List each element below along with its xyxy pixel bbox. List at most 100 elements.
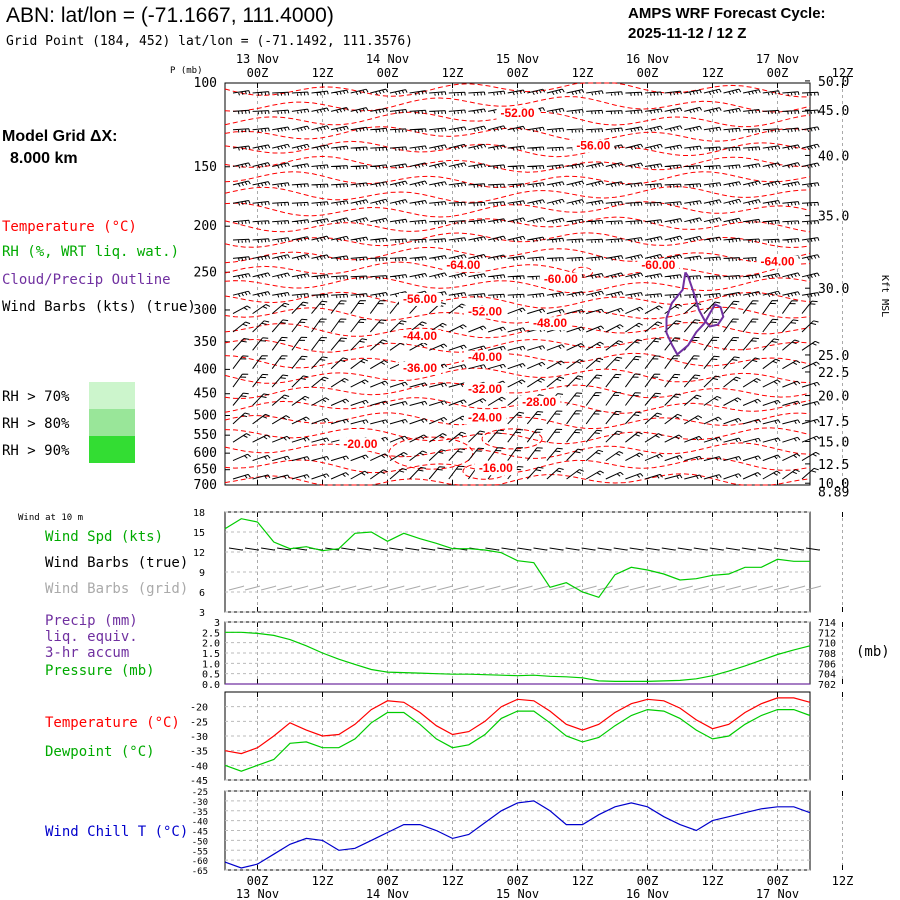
contour-label-bg: [474, 462, 517, 476]
wind-barb: [468, 163, 486, 169]
pressure-tick-label: 350: [194, 335, 217, 350]
time-label-bottom: 00Z: [247, 874, 269, 888]
wind-barb: [291, 436, 310, 443]
wind-chill-tick: -55: [192, 847, 208, 857]
wind-barb: [252, 291, 271, 298]
wind-barb: [428, 449, 446, 461]
surface-barb-true: [581, 547, 596, 551]
wind-barb: [507, 363, 526, 370]
wind-barb: [703, 199, 722, 206]
wind-barb: [801, 126, 820, 133]
wind-barb: [409, 418, 428, 425]
wind-barb: [742, 378, 761, 388]
contour-label: -24.00: [468, 411, 502, 425]
wind-barb: [409, 466, 426, 480]
time-label-bottom: 12Z: [312, 874, 334, 888]
wind-barb: [330, 337, 347, 351]
wind-barb: [703, 436, 722, 443]
pressure-tick: 704: [818, 670, 836, 681]
wind-barb: [684, 200, 702, 206]
wind-barb: [350, 146, 368, 152]
wind-barb: [723, 164, 741, 170]
station-title: ABN: lat/lon = (-71.1667, 111.4000): [6, 4, 334, 27]
surface-barb-true: [629, 547, 644, 551]
wind-barb: [723, 318, 739, 333]
wind-barb: [370, 275, 388, 280]
wind-barb: [429, 127, 447, 133]
wind-barb: [586, 308, 605, 315]
wind-barb: [625, 182, 643, 188]
wind-barb: [409, 180, 428, 187]
wind-barb: [429, 91, 447, 96]
wind-barb: [311, 164, 329, 170]
wind-barb: [801, 451, 820, 462]
surface-barb-grid: [341, 585, 357, 591]
wind-barb: [252, 255, 271, 261]
wind-barb: [723, 88, 742, 95]
wind-barb: [723, 300, 740, 314]
wind-barb: [331, 89, 349, 96]
surface-barb-true: [437, 547, 452, 551]
wind-barb: [546, 257, 564, 262]
contour-label: -40.00: [468, 350, 502, 364]
pressure-tick-label: 250: [194, 265, 217, 280]
wind-barb: [291, 91, 309, 96]
wind-barb: [684, 474, 703, 480]
wind-barb: [330, 455, 349, 462]
wind-barb: [350, 293, 368, 298]
date-label-top: 15 Nov: [496, 52, 539, 66]
wind-barb: [566, 180, 585, 187]
wind-barb: [507, 145, 525, 151]
wind-barb: [684, 145, 702, 151]
legend-wind-barbs: Wind Barbs (kts) (true): [2, 299, 196, 315]
wind-barb: [664, 337, 681, 351]
wind-barb: [782, 419, 801, 425]
isotherm: [224, 155, 811, 173]
wind-barb: [546, 107, 565, 114]
wind-barb: [644, 321, 663, 333]
wind-barb: [782, 339, 800, 351]
wind-barb: [311, 254, 330, 261]
height-tick-label: 20.0: [818, 390, 849, 405]
wind-barb: [232, 392, 249, 406]
surface-barb-grid: [228, 585, 245, 591]
wind-barb: [291, 273, 310, 280]
wind-barb: [684, 165, 702, 170]
wind-barb: [644, 143, 663, 151]
wind-barb: [527, 217, 546, 224]
height-axis-title: Kft MSL: [879, 275, 890, 317]
wind-barb: [586, 180, 604, 187]
wind-barb: [252, 272, 271, 279]
time-label-top: 12Z: [702, 66, 724, 80]
wind-barb: [585, 470, 604, 480]
surface-barb-grid: [757, 585, 774, 591]
date-label-top: 16 Nov: [626, 52, 669, 66]
wind-barb: [448, 254, 467, 261]
wind-barb: [664, 90, 682, 96]
wind-barb: [448, 201, 466, 207]
wind-barb: [429, 238, 447, 243]
wind-barb: [291, 163, 310, 169]
wind-barb: [566, 163, 584, 169]
wind-barb: [684, 255, 702, 261]
wind-chill-tick: -30: [192, 798, 208, 808]
wind-barb: [566, 448, 583, 461]
wind-barb: [684, 435, 703, 443]
wind-barb: [350, 199, 369, 206]
wind-barb: [252, 127, 270, 133]
wind-barb: [291, 395, 310, 406]
wind-barb: [468, 143, 487, 151]
wind-barb: [331, 183, 349, 188]
time-label-bottom: 00Z: [507, 874, 529, 888]
wind-barb: [585, 429, 603, 443]
wind-barb: [605, 451, 624, 462]
wind-barb: [781, 300, 798, 314]
surface-barb-grid: [437, 585, 453, 591]
wind-speed-tick: 6: [199, 588, 205, 599]
wind-barb: [566, 218, 584, 225]
wind-barb: [507, 345, 526, 351]
wind-barb: [782, 469, 800, 480]
wind-barb: [605, 356, 623, 370]
contour-label: -36.00: [403, 361, 437, 375]
